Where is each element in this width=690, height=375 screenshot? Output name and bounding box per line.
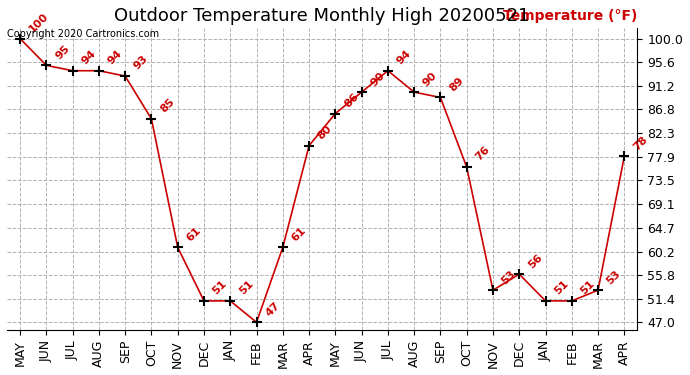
Text: 56: 56 bbox=[526, 252, 544, 270]
Text: 51: 51 bbox=[237, 279, 255, 297]
Text: 78: 78 bbox=[631, 134, 649, 152]
Text: 95: 95 bbox=[53, 43, 71, 61]
Text: 89: 89 bbox=[447, 75, 466, 93]
Title: Outdoor Temperature Monthly High 20200521: Outdoor Temperature Monthly High 2020052… bbox=[115, 7, 530, 25]
Text: 47: 47 bbox=[264, 300, 282, 318]
Text: 53: 53 bbox=[605, 268, 623, 286]
Text: 61: 61 bbox=[290, 225, 308, 243]
Text: 93: 93 bbox=[132, 54, 150, 72]
Text: 85: 85 bbox=[159, 97, 177, 115]
Text: 53: 53 bbox=[500, 268, 518, 286]
Text: 51: 51 bbox=[553, 279, 571, 297]
Text: 61: 61 bbox=[185, 225, 203, 243]
Text: 86: 86 bbox=[342, 91, 360, 110]
Text: 90: 90 bbox=[421, 70, 439, 88]
Text: 100: 100 bbox=[27, 11, 50, 34]
Text: 51: 51 bbox=[211, 279, 229, 297]
Text: Temperature (°F): Temperature (°F) bbox=[503, 9, 638, 23]
Text: 90: 90 bbox=[368, 70, 386, 88]
Text: 80: 80 bbox=[316, 123, 334, 141]
Text: Copyright 2020 Cartronics.com: Copyright 2020 Cartronics.com bbox=[7, 29, 159, 39]
Text: 94: 94 bbox=[395, 48, 413, 66]
Text: 94: 94 bbox=[106, 48, 124, 66]
Text: 51: 51 bbox=[579, 279, 597, 297]
Text: 76: 76 bbox=[473, 145, 492, 163]
Text: 94: 94 bbox=[79, 48, 98, 66]
